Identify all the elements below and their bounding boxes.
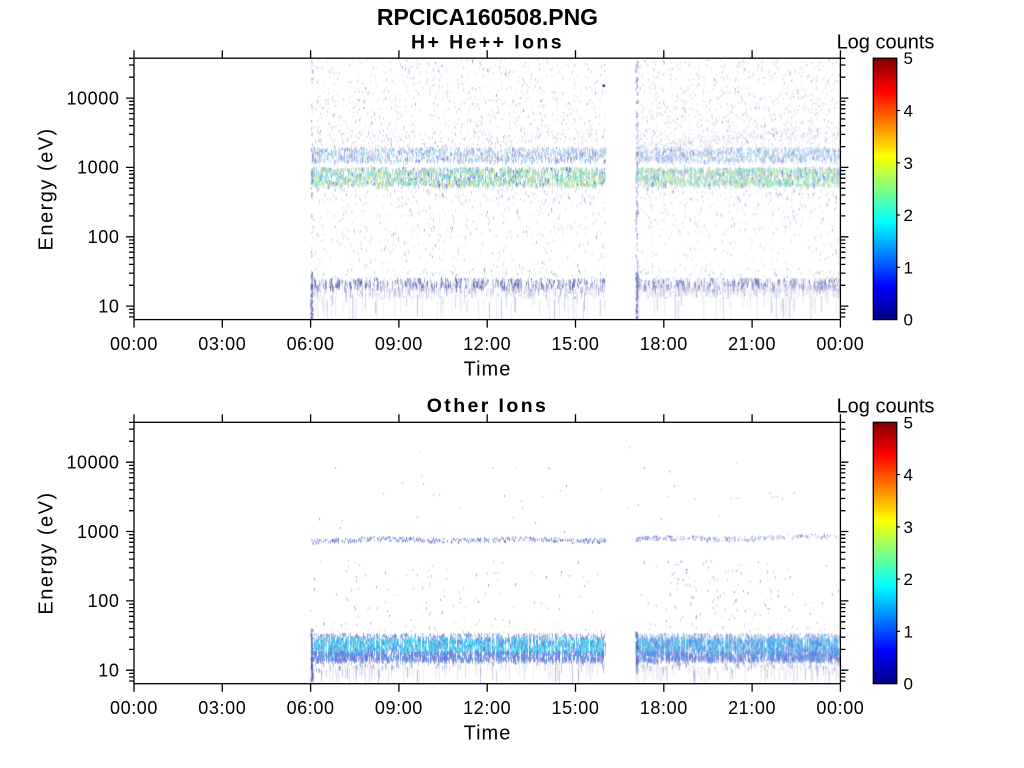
svg-text:15:00: 15:00 [551, 334, 599, 354]
svg-text:2: 2 [904, 206, 913, 225]
svg-text:Energy (eV): Energy (eV) [36, 491, 58, 614]
svg-text:00:00: 00:00 [816, 334, 864, 354]
svg-text:RPCICA160508.PNG: RPCICA160508.PNG [377, 4, 598, 30]
svg-text:5: 5 [904, 49, 913, 68]
svg-text:06:00: 06:00 [287, 334, 335, 354]
svg-text:10000: 10000 [66, 88, 119, 108]
svg-text:1000: 1000 [77, 522, 119, 542]
svg-text:3: 3 [904, 154, 913, 173]
svg-text:12:00: 12:00 [463, 698, 511, 718]
svg-text:0: 0 [904, 675, 913, 694]
svg-text:Log counts: Log counts [837, 395, 935, 417]
svg-text:10000: 10000 [66, 452, 119, 472]
svg-text:03:00: 03:00 [198, 334, 246, 354]
svg-text:15:00: 15:00 [551, 698, 599, 718]
svg-text:12:00: 12:00 [463, 334, 511, 354]
svg-text:5: 5 [904, 413, 913, 432]
svg-text:Time: Time [464, 358, 512, 380]
svg-text:00:00: 00:00 [816, 698, 864, 718]
svg-text:21:00: 21:00 [728, 698, 776, 718]
svg-text:Log counts: Log counts [837, 31, 935, 53]
svg-text:Time: Time [464, 722, 512, 744]
svg-text:03:00: 03:00 [198, 698, 246, 718]
svg-text:4: 4 [904, 102, 913, 121]
svg-text:10: 10 [98, 296, 119, 316]
svg-text:1: 1 [904, 258, 913, 277]
svg-text:06:00: 06:00 [287, 698, 335, 718]
svg-text:18:00: 18:00 [640, 698, 688, 718]
svg-text:09:00: 09:00 [375, 698, 423, 718]
svg-text:2: 2 [904, 570, 913, 589]
svg-text:1: 1 [904, 622, 913, 641]
svg-text:1000: 1000 [77, 158, 119, 178]
svg-text:100: 100 [88, 227, 120, 247]
svg-text:00:00: 00:00 [110, 698, 158, 718]
svg-text:H+ He++ Ions: H+ He++ Ions [411, 31, 564, 53]
svg-text:100: 100 [88, 591, 120, 611]
svg-text:Other Ions: Other Ions [427, 395, 549, 417]
svg-text:Energy (eV): Energy (eV) [36, 127, 58, 250]
svg-text:0: 0 [904, 311, 913, 330]
svg-text:00:00: 00:00 [110, 334, 158, 354]
svg-text:3: 3 [904, 518, 913, 537]
svg-text:18:00: 18:00 [640, 334, 688, 354]
svg-text:10: 10 [98, 661, 119, 681]
svg-text:4: 4 [904, 466, 913, 485]
svg-text:21:00: 21:00 [728, 334, 776, 354]
svg-text:09:00: 09:00 [375, 334, 423, 354]
